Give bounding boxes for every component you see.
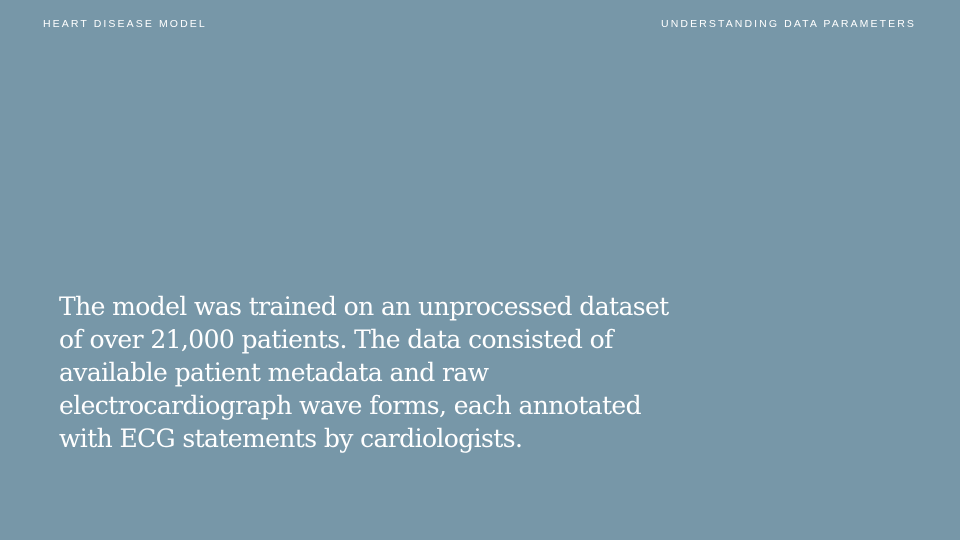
section-title: UNDERSTANDING DATA PARAMETERS [661,18,916,30]
deck-title: HEART DISEASE MODEL [43,18,207,30]
body-paragraph: The model was trained on an unprocessed … [59,292,669,453]
